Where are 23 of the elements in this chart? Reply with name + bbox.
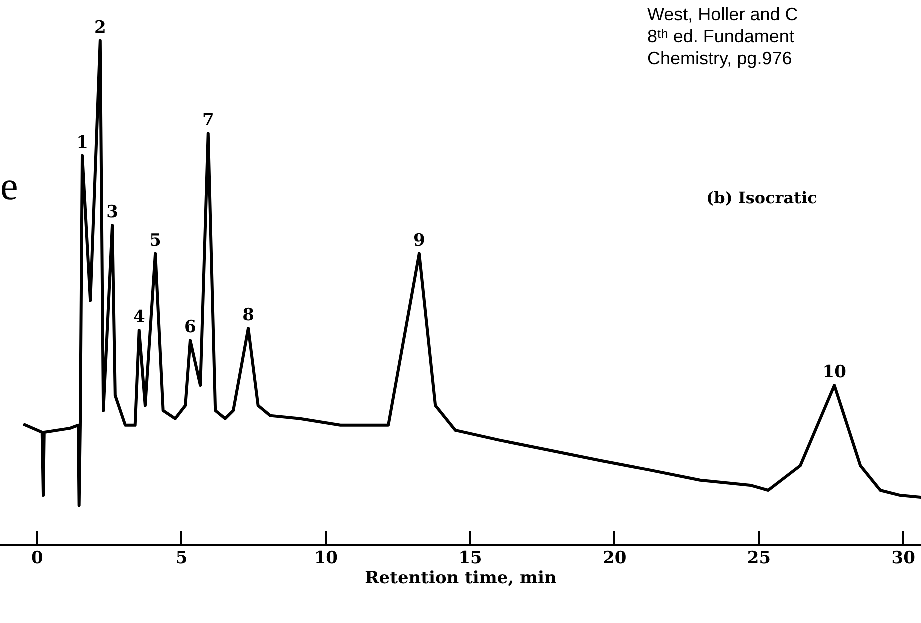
annotation: 2 <box>94 18 106 38</box>
annotation: 1 <box>76 132 88 153</box>
annotation: 6 <box>184 318 196 338</box>
x-tick-label: 20 <box>603 548 627 568</box>
annotation: 9 <box>414 230 426 251</box>
x-tick-label: 25 <box>747 548 772 568</box>
annotation: (b) Isocratic <box>706 188 818 208</box>
annotation: 7 <box>202 110 214 131</box>
x-tick-label: 30 <box>892 548 916 568</box>
text: West, Holler and C <box>648 4 798 24</box>
annotation: e <box>0 164 18 208</box>
annotation: 4 <box>133 308 146 328</box>
x-tick-label: 10 <box>314 548 338 568</box>
x-tick-label: 15 <box>458 548 482 568</box>
annotation: 8 <box>242 306 254 326</box>
x-axis-title: Retention time, min <box>365 568 557 588</box>
annotation: Chemistry, pg.976 <box>648 48 792 68</box>
annotation: 5 <box>150 230 162 251</box>
x-tick-label: 5 <box>176 548 188 568</box>
annotation: 3 <box>106 202 118 223</box>
annotation: 8ᵗʰ ed. Fundament <box>648 26 794 46</box>
x-tick-label: 0 <box>32 548 44 568</box>
annotation: 10 <box>822 362 847 383</box>
